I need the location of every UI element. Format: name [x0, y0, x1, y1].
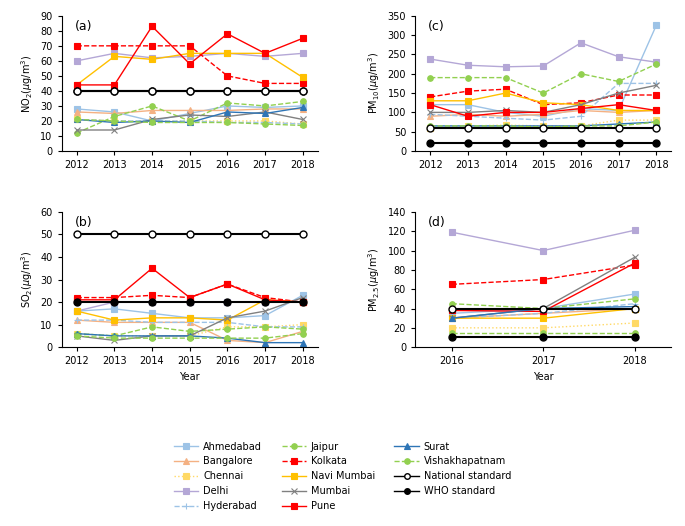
Legend: Ahmedabad, Bangalore, Chennai, Delhi, Hyderabad, Jaipur, Kolkata, Navi Mumbai, M: Ahmedabad, Bangalore, Chennai, Delhi, Hy…	[169, 437, 516, 516]
Text: (c): (c)	[428, 20, 445, 33]
X-axis label: Year: Year	[179, 372, 200, 382]
Y-axis label: NO$_2$($\mu$g/m$^3$): NO$_2$($\mu$g/m$^3$)	[19, 54, 35, 113]
Text: (b): (b)	[75, 216, 92, 229]
X-axis label: Year: Year	[533, 372, 553, 382]
Y-axis label: PM$_{10}$($\mu$g/m$^3$): PM$_{10}$($\mu$g/m$^3$)	[366, 53, 382, 115]
Text: (a): (a)	[75, 20, 92, 33]
Y-axis label: PM$_{2.5}$($\mu$g/m$^3$): PM$_{2.5}$($\mu$g/m$^3$)	[366, 247, 382, 311]
Text: (d): (d)	[428, 216, 446, 229]
Y-axis label: SO$_2$($\mu$g/m$^3$): SO$_2$($\mu$g/m$^3$)	[19, 251, 35, 308]
